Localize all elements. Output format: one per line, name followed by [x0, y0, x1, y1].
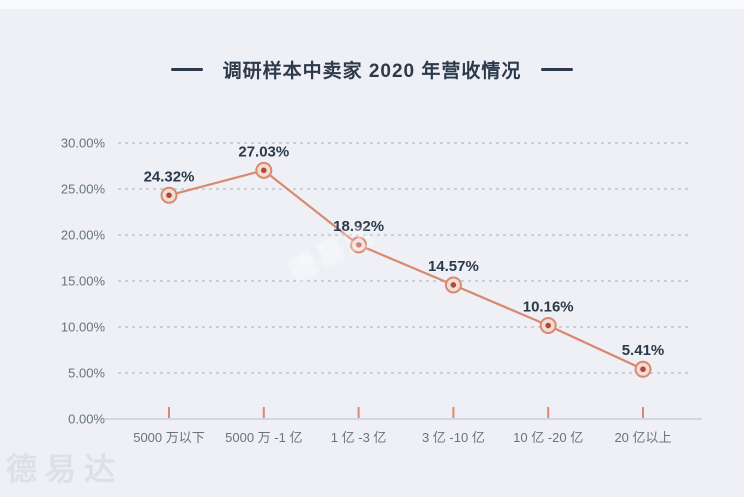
x-category-label: 1 亿 -3 亿 — [331, 430, 387, 445]
data-point-dot — [166, 192, 172, 199]
chart-header: 调研样本中卖家 2020 年营收情况 — [0, 56, 744, 83]
y-tick-label: 0.00% — [68, 412, 105, 427]
title-dash-left-icon — [170, 68, 203, 71]
x-category-label: 5000 万 -1 亿 — [225, 430, 302, 445]
title-dash-right-icon — [541, 68, 574, 71]
y-tick-label: 10.00% — [61, 320, 106, 335]
y-tick-label: 30.00% — [61, 136, 106, 151]
brand-watermark: 德易达 — [6, 452, 123, 487]
top-strip — [0, 0, 744, 9]
data-point-label: 24.32% — [144, 168, 195, 185]
data-point-label: 14.57% — [428, 258, 479, 275]
y-tick-label: 15.00% — [61, 274, 106, 289]
x-category-label: 10 亿 -20 亿 — [513, 430, 583, 445]
data-point-dot — [355, 242, 362, 248]
data-point-label: 5.41% — [622, 342, 665, 359]
data-point-label: 10.16% — [523, 299, 574, 316]
y-tick-label: 5.00% — [68, 366, 105, 381]
data-point-label: 18.92% — [333, 218, 384, 235]
data-point-dot — [261, 167, 267, 174]
chart-title: 调研样本中卖家 2020 年营收情况 — [222, 61, 522, 82]
data-point-dot — [640, 366, 646, 373]
trend-line — [168, 169, 644, 371]
y-tick-label: 20.00% — [61, 228, 106, 243]
data-point-label: 27.03% — [238, 143, 289, 160]
x-category-label: 3 亿 -10 亿 — [422, 430, 485, 445]
data-point-dot — [545, 322, 551, 329]
data-point-dot — [450, 282, 457, 288]
y-tick-label: 25.00% — [61, 182, 106, 197]
x-category-label: 20 亿以上 — [614, 430, 671, 445]
x-category-label: 5000 万以下 — [133, 430, 205, 445]
